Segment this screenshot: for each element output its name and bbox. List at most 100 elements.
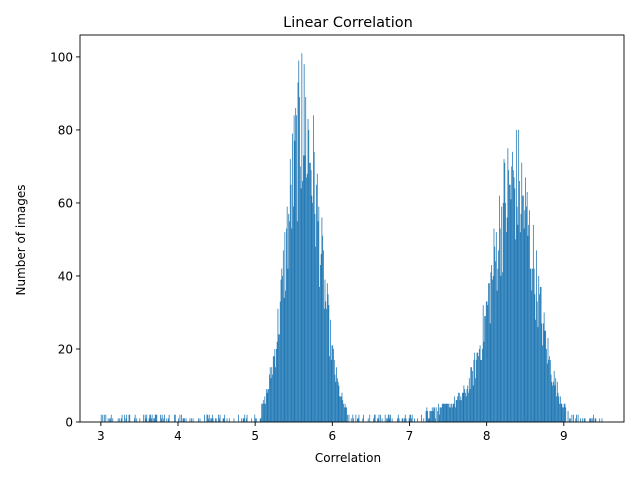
histogram-bar bbox=[454, 396, 456, 422]
histogram-bar bbox=[575, 418, 577, 422]
histogram-bar bbox=[121, 414, 123, 422]
histogram-bar bbox=[355, 414, 357, 422]
histogram-bar bbox=[287, 268, 289, 422]
histogram-bar bbox=[348, 414, 350, 422]
histogram-bar bbox=[332, 345, 334, 422]
histogram-bar bbox=[327, 294, 329, 422]
histogram-bar bbox=[401, 418, 403, 422]
histogram-bar bbox=[373, 418, 374, 422]
histogram-bar bbox=[128, 414, 130, 422]
histogram-bar bbox=[506, 217, 508, 422]
histogram-bar bbox=[489, 323, 491, 422]
histogram-bar bbox=[535, 319, 537, 422]
histogram-bar bbox=[384, 414, 386, 422]
histogram-bar bbox=[313, 151, 315, 422]
histogram-bar bbox=[449, 403, 451, 422]
histogram-bar bbox=[421, 414, 422, 422]
histogram-bar bbox=[103, 414, 105, 422]
y-tick-label: 20 bbox=[58, 342, 73, 356]
histogram-bar bbox=[469, 389, 471, 422]
histogram-bar bbox=[345, 407, 347, 422]
histogram-bar bbox=[156, 414, 158, 422]
histogram-bar bbox=[271, 367, 273, 422]
histogram-bar bbox=[478, 348, 480, 422]
histogram-bar bbox=[536, 250, 537, 422]
histogram-bar bbox=[272, 356, 274, 422]
histogram-bar bbox=[590, 418, 592, 422]
histogram-bar bbox=[377, 418, 379, 422]
histogram-bar bbox=[275, 348, 277, 422]
histogram-bar bbox=[539, 294, 540, 422]
histogram-bar bbox=[515, 129, 517, 423]
histogram-bar bbox=[388, 414, 390, 422]
histogram-bar bbox=[168, 414, 170, 422]
histogram-bar bbox=[307, 118, 309, 422]
histogram-bar bbox=[282, 250, 284, 422]
histogram-bar bbox=[319, 265, 321, 422]
histogram-bar bbox=[546, 363, 548, 422]
histogram-bar bbox=[228, 418, 230, 422]
histogram-bar bbox=[519, 232, 521, 422]
histogram-bar bbox=[245, 418, 247, 422]
histogram-bar bbox=[323, 250, 324, 422]
histogram-bar bbox=[185, 418, 187, 422]
histogram-bar bbox=[314, 213, 316, 422]
histogram-bar bbox=[292, 133, 293, 422]
histogram-bar bbox=[380, 414, 381, 422]
histogram-bar bbox=[313, 115, 314, 422]
histogram-bar bbox=[556, 381, 558, 422]
histogram-bar bbox=[465, 396, 467, 422]
histogram-bar bbox=[460, 396, 462, 422]
histogram-bar bbox=[545, 330, 547, 422]
histogram-bar bbox=[455, 400, 457, 422]
histogram-bar bbox=[277, 308, 279, 422]
histogram-bar bbox=[528, 224, 530, 422]
histogram-bar bbox=[513, 177, 515, 422]
histogram-bar bbox=[340, 396, 342, 422]
histogram-bar bbox=[431, 407, 433, 422]
histogram-bar bbox=[477, 352, 479, 422]
histogram-bar bbox=[317, 221, 319, 422]
histogram-bar bbox=[325, 301, 327, 422]
histogram-bar bbox=[262, 403, 263, 422]
histogram-bar bbox=[283, 297, 285, 422]
histogram-bar bbox=[483, 341, 485, 422]
histogram-bar bbox=[243, 418, 245, 422]
histogram-bar bbox=[174, 414, 176, 422]
histogram-bar bbox=[178, 418, 179, 422]
histogram-bar bbox=[428, 418, 430, 422]
histogram-bar bbox=[294, 140, 296, 422]
histogram-bar bbox=[238, 414, 239, 422]
histogram-bar bbox=[265, 389, 267, 422]
histogram-bar bbox=[326, 308, 327, 422]
histogram-bar bbox=[309, 162, 310, 422]
histogram-bar bbox=[546, 348, 547, 422]
histogram-bar bbox=[576, 414, 577, 422]
histogram-bar bbox=[452, 403, 454, 422]
histogram-bar bbox=[426, 407, 428, 422]
histogram-bar bbox=[218, 414, 219, 422]
histogram-bar bbox=[505, 202, 506, 422]
histogram-bar bbox=[417, 418, 418, 422]
histogram-bar bbox=[503, 159, 505, 422]
histogram-bar bbox=[467, 385, 469, 422]
histogram-bar bbox=[442, 403, 444, 422]
histogram-bar bbox=[562, 407, 564, 422]
histogram-bar bbox=[353, 418, 354, 422]
histogram-bar bbox=[520, 213, 522, 422]
histogram-bar bbox=[484, 316, 486, 422]
histogram-bar bbox=[558, 396, 560, 422]
histogram-bar bbox=[497, 268, 499, 422]
histogram-bar bbox=[215, 418, 217, 422]
histogram-bar bbox=[274, 348, 276, 422]
histogram-bar bbox=[184, 418, 185, 422]
histogram-bar bbox=[525, 177, 526, 422]
histogram-bar bbox=[458, 392, 460, 422]
histogram-bar bbox=[219, 414, 221, 422]
histogram-bar bbox=[443, 403, 445, 422]
histogram-bar bbox=[125, 418, 127, 422]
histogram-bar bbox=[289, 159, 291, 422]
histogram-bar bbox=[456, 400, 458, 422]
histogram-bar bbox=[268, 389, 270, 422]
